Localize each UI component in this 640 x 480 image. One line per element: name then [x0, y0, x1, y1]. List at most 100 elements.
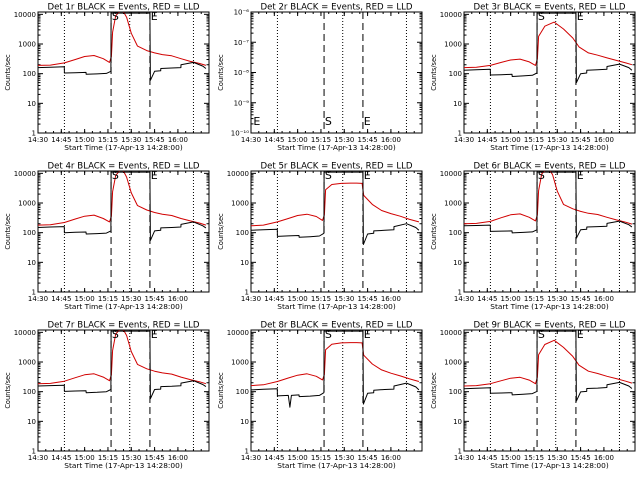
x-tick-label: 16:00: [168, 454, 188, 462]
y-tick-label: 10: [27, 259, 36, 267]
y-tick-label: 10000: [227, 329, 249, 337]
marker-s: S: [325, 328, 332, 341]
y-tick-label: 1000: [444, 200, 462, 208]
x-axis: 14:30 14:45 15:00 15:15 15:30 15:45 16:00Start…: [241, 171, 423, 311]
y-tick-label: 10⁻⁷: [234, 39, 250, 47]
y-tick-label: 10000: [227, 170, 249, 178]
x-tick-label: 14:45: [477, 295, 497, 303]
y-axis: 1 10 100 1000 10000 Counts/sec: [430, 170, 635, 297]
x-tick-label: 14:30: [28, 295, 48, 303]
y-tick-label: 100: [23, 388, 36, 396]
x-tick-label: 16:00: [168, 136, 188, 144]
x-tick-label: 15:30: [547, 136, 567, 144]
y-tick-label: 100: [236, 229, 249, 237]
y-tick-label: 10⁻⁹: [234, 99, 250, 107]
y-axis: 1 10 100 1000 10000 Counts/sec: [4, 11, 209, 138]
y-axis-label: Counts/sec: [217, 213, 225, 250]
y-tick-label: 1000: [18, 41, 36, 49]
x-tick-label: 15:45: [570, 454, 590, 462]
reference-lines: [63, 171, 194, 292]
y-tick-label: 10⁻⁶: [234, 9, 250, 17]
x-tick-label: 15:00: [75, 295, 95, 303]
series-line-events: [464, 12, 633, 84]
series-line-events: [464, 171, 633, 239]
x-tick-label: 14:30: [28, 136, 48, 144]
x-axis-label: Start Time (17-Apr-13 14:28:00): [490, 302, 609, 311]
x-axis: 14:30 14:45 15:00 15:15 15:30 15:45 16:00Start…: [454, 330, 636, 470]
marker-e: E: [577, 169, 584, 182]
y-tick-label: 100: [449, 229, 462, 237]
series-line-lld: [464, 21, 633, 69]
x-tick-label: 14:30: [28, 454, 48, 462]
x-tick-label: 15:45: [144, 295, 164, 303]
x-tick-label: 16:00: [594, 454, 614, 462]
y-tick-label: 10: [240, 259, 249, 267]
x-axis-label: Start Time (17-Apr-13 14:28:00): [490, 461, 609, 470]
plot-frame: [463, 329, 636, 452]
series-group: [38, 330, 207, 400]
x-tick-label: 16:00: [381, 454, 401, 462]
x-tick-label: 14:45: [51, 454, 71, 462]
y-axis: 1 10 100 1000 10000 Counts/sec: [4, 170, 209, 297]
y-tick-label: 10000: [440, 329, 462, 337]
y-axis-label: Counts/sec: [430, 372, 438, 409]
y-tick-label: 1: [245, 289, 249, 297]
x-tick-label: 15:15: [311, 454, 331, 462]
x-tick-label: 15:30: [121, 454, 141, 462]
y-tick-label: 1000: [231, 200, 249, 208]
x-tick-label: 14:30: [454, 295, 474, 303]
x-axis-label: Start Time (17-Apr-13 14:28:00): [64, 461, 183, 470]
marker-s: S: [325, 115, 332, 128]
panel-title: Det 3r BLACK = Events, RED = LLD: [473, 3, 625, 13]
x-tick-label: 15:15: [524, 295, 544, 303]
y-axis-label: Counts/sec: [4, 213, 12, 250]
y-tick-label: 1000: [18, 200, 36, 208]
x-tick-label: 15:30: [121, 136, 141, 144]
x-tick-label: 14:45: [51, 136, 71, 144]
x-tick-label: 14:45: [51, 295, 71, 303]
series-line-events: [251, 171, 420, 245]
reference-lines: [276, 12, 407, 133]
y-axis-label: Counts/sec: [430, 213, 438, 250]
y-tick-label: 1: [32, 448, 36, 456]
series-group: [251, 330, 420, 408]
x-tick-label: 14:30: [241, 295, 261, 303]
y-tick-label: 1000: [444, 41, 462, 49]
x-tick-label: 15:00: [75, 136, 95, 144]
y-axis: 1 10 100 1000 10000 Counts/sec: [4, 329, 209, 456]
series-line-events: [251, 330, 420, 408]
x-axis-label: Start Time (17-Apr-13 14:28:00): [277, 302, 396, 311]
y-tick-label: 10⁻¹⁰: [231, 130, 249, 138]
x-axis: 14:30 14:45 15:00 15:15 15:30 15:45 16:00Start…: [241, 330, 423, 470]
marker-e: E: [364, 169, 371, 182]
x-tick-label: 15:45: [144, 136, 164, 144]
series-line-lld: [38, 171, 207, 226]
x-axis: 14:30 14:45 15:00 15:15 15:30 15:45 16:00Start…: [28, 171, 210, 311]
y-axis-label: Counts/sec: [4, 372, 12, 409]
panel-title: Det 9r BLACK = Events, RED = LLD: [473, 321, 625, 331]
reference-lines: [276, 330, 407, 451]
x-tick-label: 16:00: [381, 136, 401, 144]
series-line-events: [38, 330, 207, 400]
series-group: [464, 12, 633, 84]
y-tick-label: 100: [236, 388, 249, 396]
marker-e: E: [364, 115, 371, 128]
series-line-events: [38, 171, 207, 241]
y-tick-label: 10⁻⁸: [234, 69, 250, 77]
x-tick-label: 14:45: [477, 454, 497, 462]
x-tick-label: 14:30: [454, 136, 474, 144]
y-tick-label: 1: [32, 289, 36, 297]
series-group: [38, 12, 207, 81]
y-tick-label: 10000: [14, 170, 36, 178]
x-tick-label: 14:30: [241, 136, 261, 144]
x-tick-label: 15:00: [501, 454, 521, 462]
x-tick-label: 15:45: [357, 136, 377, 144]
marker-e: E: [151, 169, 158, 182]
series-group: [251, 171, 420, 245]
series-line-lld: [38, 330, 207, 385]
marker-s: S: [538, 10, 545, 23]
